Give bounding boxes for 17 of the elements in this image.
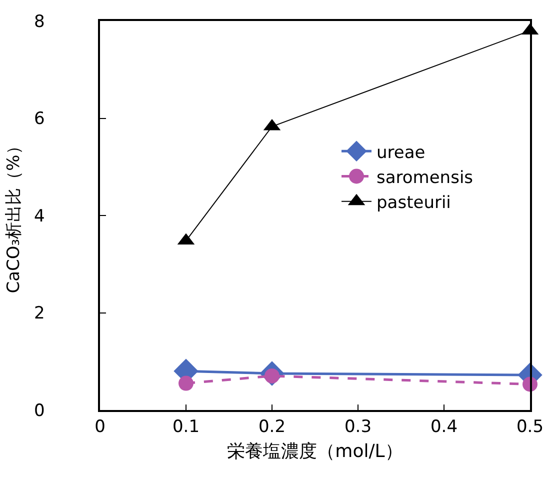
y-tick-label: 0 bbox=[34, 400, 45, 421]
x-axis-title: 栄養塩濃度（mol/L） bbox=[227, 440, 403, 462]
x-tick-label: 0.1 bbox=[172, 417, 200, 438]
x-tick-label: 0.3 bbox=[344, 417, 372, 438]
point bbox=[178, 376, 194, 391]
x-tick-label: 0.5 bbox=[516, 417, 544, 438]
x-tick-label: 0.4 bbox=[430, 417, 458, 438]
legend-label: ureae bbox=[376, 142, 426, 163]
y-tick-label: 6 bbox=[34, 109, 45, 130]
x-tick-label: 0.2 bbox=[258, 417, 286, 438]
y-tick-label: 8 bbox=[34, 12, 45, 32]
legend-label: saromensis bbox=[376, 168, 474, 188]
legend-label: pasteurii bbox=[376, 192, 451, 213]
y-tick-label: 4 bbox=[34, 206, 45, 226]
y-axis-title: CaCO₃析出比（%） bbox=[4, 138, 24, 294]
x-tick-label: 0 bbox=[94, 417, 106, 438]
y-tick-label: 2 bbox=[34, 304, 45, 324]
